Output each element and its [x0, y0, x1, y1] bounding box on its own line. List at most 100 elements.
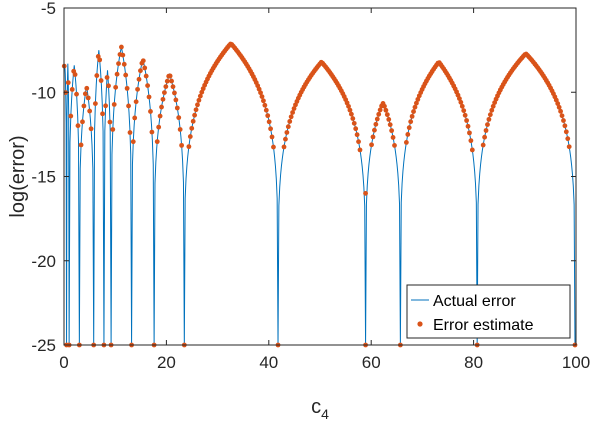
error-estimate-point: [558, 108, 563, 114]
error-estimate-point: [189, 125, 195, 131]
error-estimate-point: [372, 127, 377, 133]
error-estimate-point: [127, 130, 133, 135]
error-estimate-point: [143, 73, 149, 79]
error-estimate-point: [120, 52, 126, 58]
y-axis-label: log(error): [7, 135, 29, 217]
error-estimate-point: [145, 83, 151, 89]
error-estimate-point: [197, 93, 203, 99]
x-axis-ticks: 0 20 40 60 80 100: [59, 8, 590, 372]
x-tick-label: 0: [59, 353, 68, 372]
error-estimate-point: [84, 85, 90, 91]
error-estimate-point: [348, 111, 354, 117]
error-estimate-point: [405, 132, 411, 137]
error-estimate-point: [149, 129, 155, 135]
error-estimate-point: [356, 139, 361, 145]
error-estimate-point: [104, 75, 110, 80]
error-estimate-point: [269, 134, 275, 140]
error-estimate-point: [346, 103, 351, 109]
error-estimate-point: [133, 99, 139, 105]
error-estimate-point: [88, 126, 94, 132]
error-estimate-point: [121, 61, 127, 67]
error-estimate-point: [411, 109, 416, 114]
error-estimate-point: [291, 106, 297, 111]
y-tick-label: -5: [41, 0, 56, 18]
error-estimate-point: [80, 119, 85, 125]
error-estimate-point: [263, 107, 269, 113]
error-estimate-point: [480, 142, 486, 148]
error-estimate-point: [156, 124, 162, 130]
y-tick-label: -10: [31, 83, 56, 102]
error-estimate-point: [265, 113, 271, 119]
x-axis-label-main: c: [311, 396, 321, 418]
error-estimate-point: [167, 73, 173, 79]
error-estimate-point: [187, 134, 193, 139]
error-estimate-point: [157, 113, 163, 119]
error-estimate-point: [369, 142, 374, 148]
error-estimate-point: [85, 95, 91, 101]
error-estimate-point: [562, 123, 568, 129]
error-estimate-point: [124, 85, 130, 91]
legend-marker-sample: [417, 321, 423, 327]
error-estimate-point: [159, 104, 164, 110]
error-estimate-point: [376, 111, 382, 117]
legend-label-actual-error: Actual error: [433, 293, 516, 310]
error-estimate-point: [172, 90, 177, 96]
error-estimate-point: [136, 76, 142, 82]
error-estimate-point: [142, 65, 148, 71]
error-estimate-point: [467, 130, 472, 136]
y-tick-label: -15: [31, 168, 56, 187]
error-estimate-point: [374, 116, 380, 122]
error-estimate-point: [268, 126, 273, 132]
error-estimate-point: [69, 87, 75, 92]
error-estimate-point: [65, 80, 71, 86]
series-markers: [61, 41, 578, 348]
error-estimate-point: [262, 102, 268, 108]
error-estimate-point: [170, 84, 176, 90]
error-estimate-point: [357, 147, 363, 153]
x-tick-label: 80: [464, 353, 483, 372]
error-estimate-point: [190, 118, 196, 124]
error-estimate-point: [110, 127, 116, 132]
error-estimate-point: [81, 103, 87, 109]
error-estimate-point: [266, 119, 272, 125]
error-estimate-point: [287, 119, 293, 124]
error-estimate-point: [283, 136, 288, 142]
error-estimate-point: [409, 113, 415, 119]
error-estimate-point: [107, 119, 113, 125]
error-estimate-point: [160, 96, 166, 102]
error-estimate-point: [163, 84, 169, 90]
error-estimate-point: [130, 139, 136, 145]
error-estimate-point: [406, 125, 412, 131]
error-estimate-point: [465, 123, 471, 129]
error-estimate-point: [196, 97, 202, 103]
error-estimate-point: [354, 132, 360, 138]
x-tick-label: 60: [362, 353, 381, 372]
error-estimate-point: [457, 96, 462, 101]
error-estimate-point: [288, 114, 294, 120]
error-estimate-point: [97, 57, 103, 63]
error-estimate-point: [103, 103, 109, 109]
error-estimate-point: [556, 104, 562, 110]
error-estimate-point: [114, 71, 120, 77]
error-estimate-point: [87, 108, 93, 114]
error-estimate-point: [162, 90, 167, 95]
error-estimate-point: [258, 90, 263, 96]
error-estimate-point: [259, 94, 265, 99]
error-estimate-point: [389, 128, 395, 134]
error-estimate-point: [116, 61, 121, 66]
error-estimate-point: [486, 116, 492, 122]
error-estimate-point: [392, 142, 397, 148]
error-estimate-point: [485, 122, 490, 127]
error-estimate-point: [192, 112, 198, 118]
error-estimate-point: [483, 128, 489, 133]
y-tick-label: -25: [31, 336, 56, 355]
error-estimate-point: [78, 142, 84, 148]
error-estimate-point: [174, 105, 180, 111]
x-axis-label-subscript: 4: [321, 406, 329, 422]
error-estimate-point: [173, 97, 179, 103]
error-estimate-point: [261, 98, 266, 104]
error-estimate-point: [94, 73, 100, 78]
error-estimate-point: [487, 112, 493, 118]
error-estimate-point: [186, 144, 192, 150]
